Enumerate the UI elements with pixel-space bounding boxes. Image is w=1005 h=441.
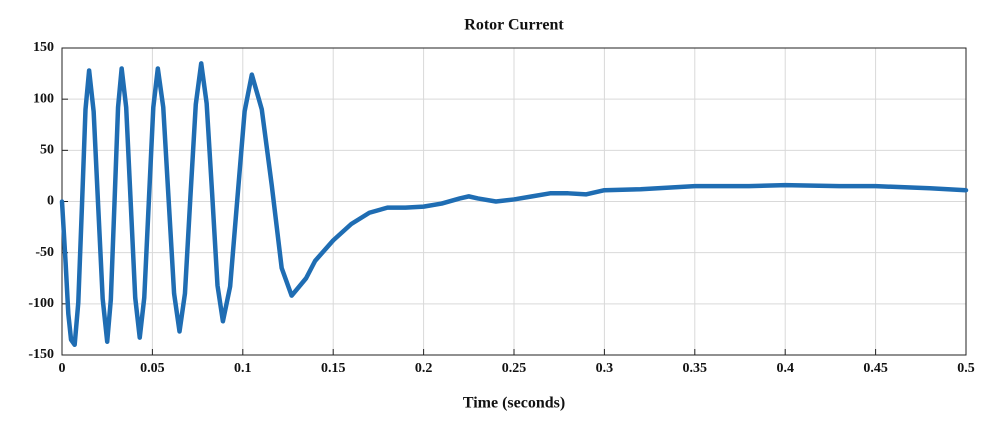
y-tick-label: -50 — [35, 245, 54, 260]
x-tick-label: 0.25 — [502, 361, 527, 376]
y-tick-label: 50 — [40, 143, 54, 158]
x-axis-label: Time (seconds) — [463, 395, 565, 412]
x-tick-label: 0.1 — [234, 361, 252, 376]
y-tick-label: -150 — [28, 347, 54, 362]
x-tick-label: 0.15 — [321, 361, 346, 376]
y-tick-label: 100 — [33, 91, 54, 106]
x-tick-label: 0.4 — [776, 361, 794, 376]
data-line — [59, 61, 969, 348]
x-tick-label: 0.45 — [863, 361, 888, 376]
y-tick-label: -100 — [28, 296, 54, 311]
x-tick-label: 0.35 — [683, 361, 708, 376]
x-tick-label: 0.2 — [415, 361, 433, 376]
x-tick-label: 0 — [59, 361, 66, 376]
y-tick-label: 0 — [47, 194, 54, 209]
chart-title: Rotor Current — [464, 17, 564, 34]
x-tick-label: 0.3 — [596, 361, 614, 376]
y-tick-label: 150 — [33, 40, 54, 55]
x-tick-label: 0.5 — [957, 361, 975, 376]
x-tick-label: 0.05 — [140, 361, 165, 376]
